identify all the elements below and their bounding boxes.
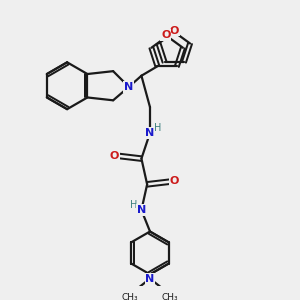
Text: H: H (154, 123, 162, 133)
Text: H: H (130, 200, 137, 210)
Text: N: N (124, 82, 134, 92)
Text: N: N (137, 205, 146, 215)
Text: N: N (146, 274, 154, 284)
Text: O: O (110, 151, 119, 161)
Text: O: O (161, 30, 170, 40)
Text: CH₃: CH₃ (122, 293, 138, 300)
Text: O: O (169, 176, 179, 187)
Text: O: O (169, 26, 179, 36)
Text: N: N (146, 128, 154, 138)
Text: CH₃: CH₃ (162, 293, 178, 300)
